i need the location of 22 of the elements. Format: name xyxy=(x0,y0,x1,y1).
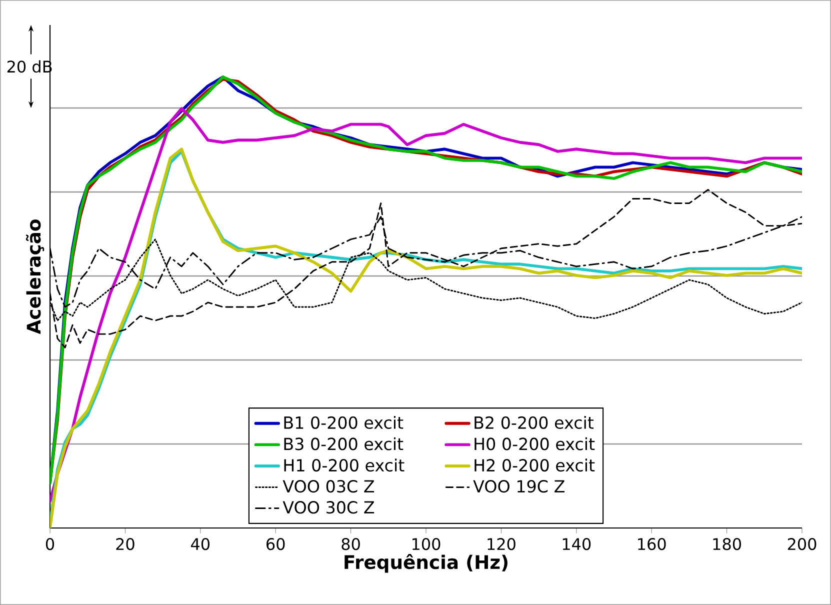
x-tick-label: 140 xyxy=(562,538,591,550)
legend-label: H1 0-200 excit xyxy=(284,458,404,472)
x-tick-label: 40 xyxy=(191,538,210,550)
legend-label: VOO 30C Z xyxy=(282,501,374,514)
x-tick-label: 100 xyxy=(412,538,440,550)
x-tick-label: 0 xyxy=(46,538,54,550)
legend-label: VOO 03C Z xyxy=(282,480,374,493)
legend-label: B1 0-200 excit xyxy=(284,416,404,429)
x-tick-label: 80 xyxy=(342,538,360,550)
legend-label: VOO 19C Z xyxy=(473,480,564,493)
y-axis-title: Aceleração xyxy=(26,220,44,334)
legend-label: B3 0-200 excit xyxy=(284,437,404,450)
x-tick-label: 200 xyxy=(788,538,816,550)
x-tick-label: 20 xyxy=(116,538,134,550)
x-axis-title: Frequência (Hz) xyxy=(344,554,508,573)
x-tick-label: 60 xyxy=(266,538,285,550)
x-tick-label: 180 xyxy=(713,538,742,550)
x-tick-label: 160 xyxy=(638,538,666,550)
legend-label: H0 0-200 excit xyxy=(474,437,595,450)
legend-label: B2 0-200 excit xyxy=(474,416,594,429)
x-tick-label: 120 xyxy=(488,538,516,550)
legend-label: H2 0-200 excit xyxy=(474,458,595,472)
